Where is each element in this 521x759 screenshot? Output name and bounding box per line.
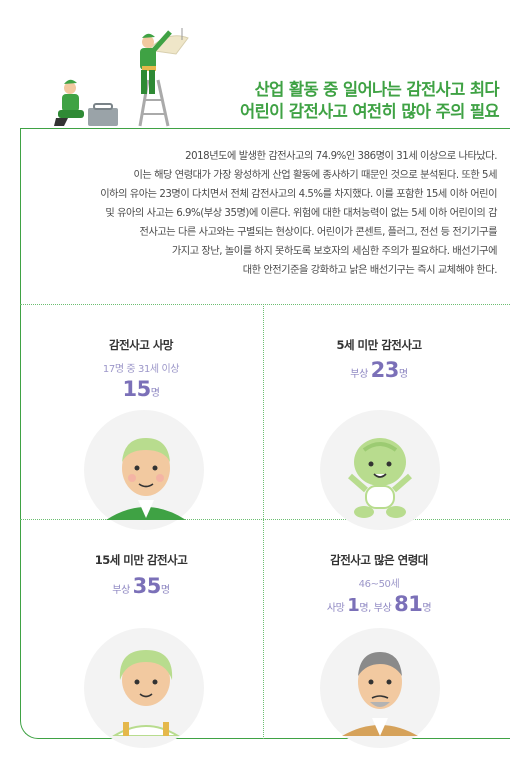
panel-title-deaths: 감전사고 사망 — [109, 338, 173, 352]
stat-number: 15 — [122, 377, 151, 401]
stat-number: 35 — [132, 574, 162, 598]
content-frame — [20, 128, 510, 739]
stat-unit: 명 — [398, 369, 408, 380]
panel-title-under5: 5세 미만 감전사고 — [336, 338, 422, 352]
body-text-line: 전사고는 다른 사고와는 구별되는 현상이다. 어린이가 콘센트, 플러그, 전… — [139, 227, 498, 238]
stat-number: 23 — [370, 358, 400, 382]
divider — [20, 519, 510, 520]
old-man-illustration — [106, 438, 186, 520]
stat-deaths: 15명 — [30, 377, 252, 401]
stat-under5: 부상 23명 — [268, 358, 490, 382]
stat-under15: 부상 35명 — [30, 574, 252, 598]
middle-aged-man-illustration — [342, 652, 418, 736]
stat-unit: 명 — [422, 603, 432, 614]
stat-unit: 명, — [359, 603, 371, 614]
body-text-line: 이하의 유아는 23명이 다치면서 전체 감전사고의 4.5%를 차지했다. 이… — [100, 189, 497, 200]
body-text-line: 2018년도에 발생한 감전사고의 74.9%인 386명이 31세 이상으로 … — [185, 151, 497, 162]
body-text-line: 및 유아의 사고는 6.9%(부상 35명)에 이른다. 위험에 대한 대처능력… — [105, 208, 497, 219]
stat-prefix: 사망 — [326, 603, 348, 614]
stat-prefix: 부상 — [350, 369, 371, 380]
body-text-line: 대한 안전기준을 강화하고 낡은 배선기구는 즉시 교체해야 한다. — [242, 265, 498, 276]
stat-prefix: 부상 — [112, 585, 133, 596]
child-illustration — [112, 650, 180, 736]
panel-sub-deaths: 17명 중 31세 이상 — [102, 364, 180, 375]
workers-illustration — [54, 28, 189, 127]
stat-number: 1 — [347, 595, 360, 616]
stat-age-group: 사망 1명, 부상 81명 — [268, 592, 490, 616]
body-text-line: 이는 해당 연령대가 가장 왕성하게 산업 활동에 종사하기 때문인 것으로 분… — [133, 170, 498, 181]
divider — [263, 304, 264, 739]
body-text-line: 가지고 장난, 놀이를 하지 못하도록 보호자의 세심한 주의가 필요하다. 배… — [171, 246, 498, 257]
divider — [20, 304, 510, 305]
page-title-line1: 산업 활동 중 일어나는 감전사고 최다 — [254, 80, 500, 99]
panel-title-age-group: 감전사고 많은 연령대 — [330, 553, 428, 567]
baby-illustration — [348, 438, 412, 518]
panel-sub-age-group: 46~50세 — [358, 579, 400, 590]
page-title-line2: 어린이 감전사고 여전히 많아 주의 필요 — [239, 102, 500, 121]
stat-prefix: 부상 — [370, 603, 395, 614]
panel-title-under15: 15세 미만 감전사고 — [94, 553, 188, 567]
stat-unit: 명 — [160, 585, 170, 596]
stat-unit: 명 — [150, 388, 160, 399]
stat-number: 81 — [394, 592, 423, 616]
